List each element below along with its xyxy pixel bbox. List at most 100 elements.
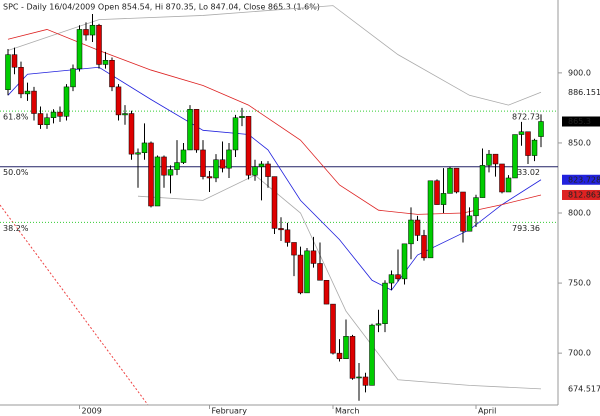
candle-body	[239, 116, 245, 118]
candle-body	[460, 191, 466, 232]
candle-body	[408, 219, 414, 245]
y-tick-label: 800.0	[568, 209, 591, 218]
y-tick-label: 850.0	[568, 138, 591, 147]
candle-body	[453, 167, 460, 193]
candle-body	[330, 303, 336, 354]
candle-body	[167, 169, 174, 176]
candle-body	[317, 263, 323, 281]
candle-body	[291, 242, 297, 256]
candle-body	[70, 68, 76, 88]
candle-body	[245, 116, 252, 176]
candle-body	[473, 197, 479, 217]
indicator-line	[7, 5, 542, 106]
fib-value: 793.36	[512, 224, 540, 233]
candle-body	[57, 111, 63, 117]
candle-body	[271, 176, 278, 229]
candle-body	[388, 274, 395, 284]
candle-body	[414, 219, 421, 236]
candle-body	[258, 163, 265, 168]
x-tick-label: February	[212, 407, 248, 416]
candle-body	[154, 156, 161, 207]
candle-body	[226, 149, 232, 169]
fib-value: 833.02	[512, 168, 540, 177]
candle-body	[375, 323, 382, 326]
candle-body	[83, 29, 89, 36]
candle-body	[525, 131, 531, 156]
candle-body	[115, 86, 122, 116]
candle-body	[37, 113, 44, 125]
candle-body	[362, 376, 369, 386]
candle-body	[421, 235, 427, 259]
candle-body	[89, 24, 96, 36]
candle-body	[206, 176, 213, 179]
candle-body	[297, 254, 304, 294]
candle-body	[531, 139, 538, 156]
candle-body	[180, 149, 187, 163]
candle-body	[304, 250, 310, 294]
candle-body	[382, 282, 388, 324]
candle-body	[135, 152, 141, 155]
y-tick-label: 900.0	[568, 68, 591, 77]
candle-body	[278, 228, 284, 231]
candle-body	[349, 336, 356, 379]
y-tick-label: 700.0	[568, 349, 591, 358]
candle-body	[440, 193, 447, 205]
candle-body	[499, 163, 505, 193]
candle-body	[141, 142, 148, 154]
indicator-line	[137, 174, 542, 390]
candle-body	[492, 153, 499, 165]
candle-body	[401, 243, 408, 280]
price-tag: 674.517	[568, 384, 600, 393]
candle-body	[252, 166, 258, 176]
candle-body	[232, 117, 239, 151]
x-tick-label: 2009	[82, 407, 102, 416]
candle-body	[148, 142, 154, 207]
candle-body	[512, 134, 518, 179]
price-tag: 812.863	[568, 190, 600, 199]
fib-label: 38.2%	[3, 224, 29, 233]
price-tag: 886.151	[568, 88, 600, 97]
candle-body	[24, 90, 31, 95]
fib-value: 872.73	[512, 113, 540, 122]
candle-body	[310, 250, 317, 264]
candle-body	[102, 60, 109, 65]
candle-body	[434, 180, 440, 205]
indicator-line	[7, 66, 542, 291]
candle-body	[538, 121, 544, 137]
candle-body	[323, 280, 330, 305]
candle-body	[505, 177, 512, 193]
candle-body	[395, 274, 401, 280]
candle-body	[96, 24, 102, 65]
candle-body	[486, 153, 492, 166]
candle-body	[213, 159, 219, 179]
candle-body	[466, 215, 473, 232]
candle-body	[200, 149, 206, 177]
candle-body	[265, 163, 271, 177]
candle-body	[76, 29, 83, 69]
trend-line	[0, 204, 149, 406]
candle-body	[128, 113, 135, 155]
fib-label: 50.0%	[3, 168, 29, 177]
candle-body	[18, 67, 24, 95]
x-tick-label: April	[478, 407, 496, 416]
candle-body	[174, 162, 180, 170]
candle-body	[161, 156, 167, 176]
candle-body	[518, 131, 525, 135]
candle-body	[193, 109, 200, 151]
candle-body	[109, 60, 115, 88]
candle-body	[219, 159, 226, 169]
candle-body	[187, 109, 193, 151]
candle-body	[356, 376, 362, 379]
fib-label: 61.8%	[3, 113, 29, 122]
candle-body	[343, 336, 349, 360]
candle-body	[31, 90, 37, 114]
candle-body	[5, 54, 11, 90]
candle-body	[63, 86, 70, 117]
x-tick-label: March	[335, 407, 359, 416]
y-tick-label: 750.0	[568, 279, 591, 288]
candle-body	[284, 229, 291, 243]
candle-body	[427, 180, 434, 259]
candle-body	[50, 111, 57, 118]
price-tag-box	[562, 116, 600, 127]
